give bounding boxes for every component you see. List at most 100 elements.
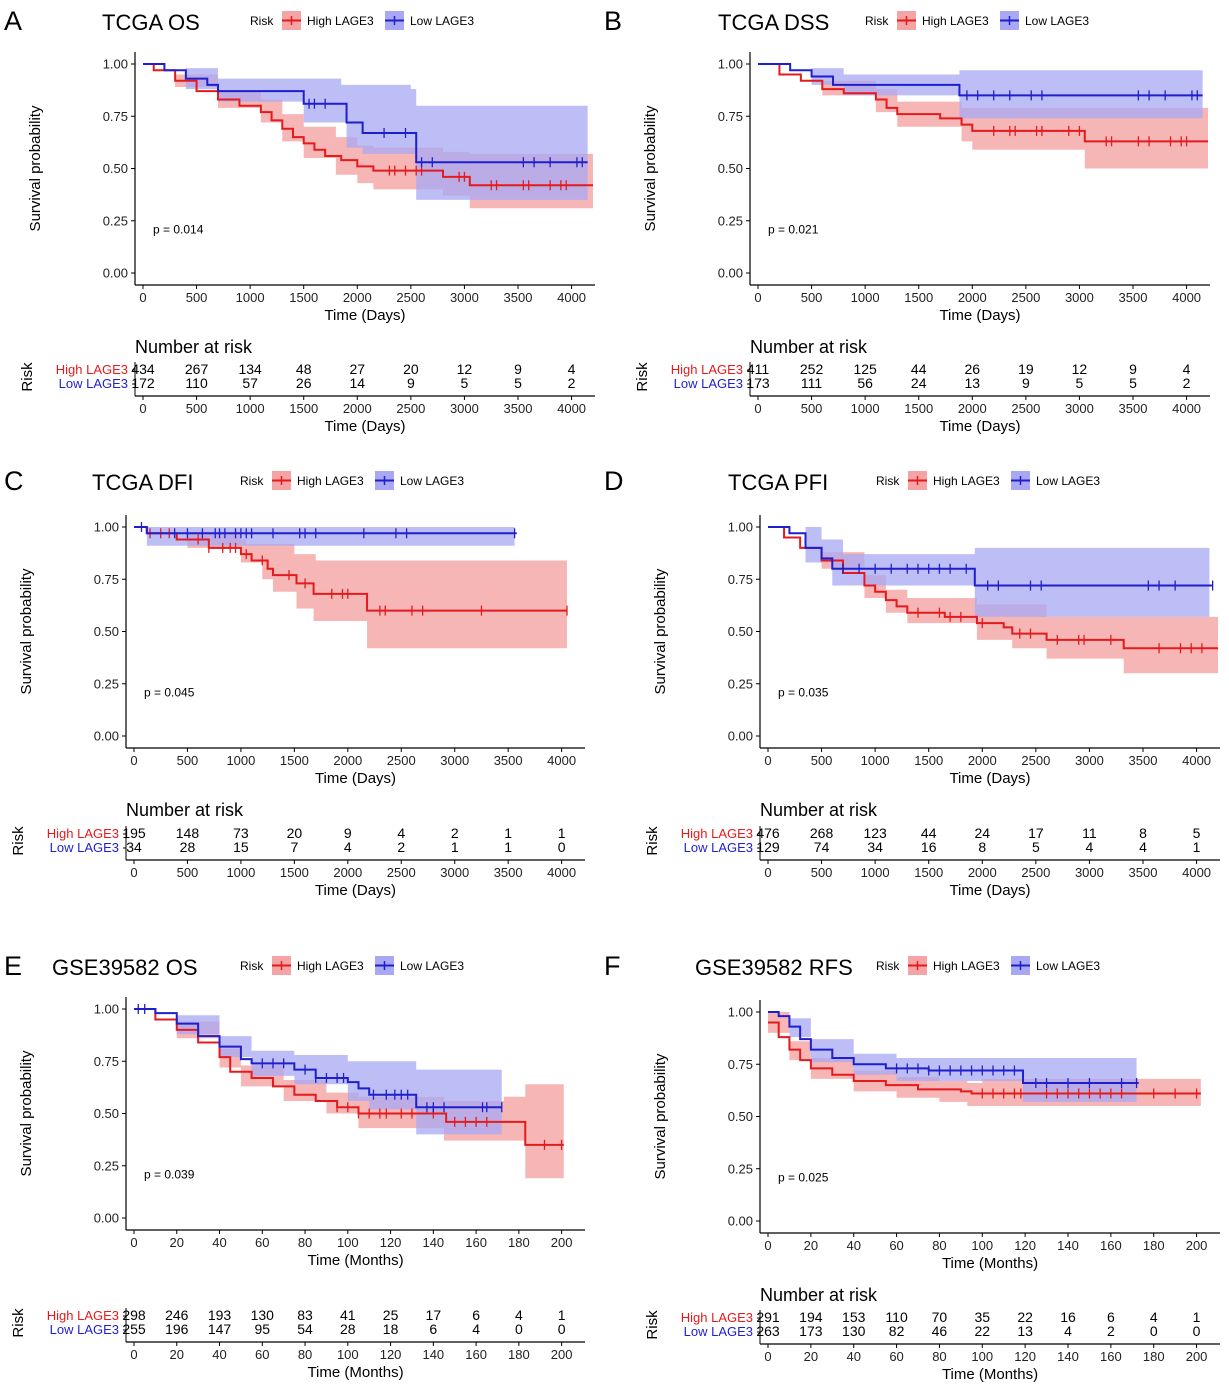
x-tick-label: 500 xyxy=(811,753,833,768)
km-panel-c: C TCGA DFI Risk High LAGE3 Low LAGE30.000.25… xyxy=(4,466,585,899)
legend-title: Risk xyxy=(240,959,264,973)
y-tick-label: 0.75 xyxy=(718,109,743,124)
risk-x-tick-label: 160 xyxy=(465,1347,487,1362)
risk-x-tick-label: 0 xyxy=(764,1349,771,1364)
legend: Risk High LAGE3 Low LAGE3 xyxy=(240,956,464,975)
risk-count-high: 1 xyxy=(1193,1309,1201,1325)
survival-curve-high xyxy=(134,526,567,612)
risk-count-high: 44 xyxy=(911,361,927,377)
x-tick-label: 40 xyxy=(212,1235,226,1250)
risk-x-tick-label: 3000 xyxy=(1065,401,1094,416)
risk-count-low: 9 xyxy=(1022,375,1030,391)
risk-count-high: 73 xyxy=(233,825,249,841)
x-tick-label: 500 xyxy=(801,290,823,305)
risk-x-tick-label: 140 xyxy=(1057,1349,1079,1364)
risk-count-high: 148 xyxy=(176,825,200,841)
risk-count-low: 0 xyxy=(1150,1323,1158,1339)
legend: Risk High LAGE3 Low LAGE3 xyxy=(240,471,464,490)
risk-x-tick-label: 3000 xyxy=(440,865,469,880)
legend-label-high: High LAGE3 xyxy=(933,959,1000,973)
risk-count-high: 153 xyxy=(842,1309,866,1325)
x-tick-label: 500 xyxy=(177,753,199,768)
x-tick-label: 80 xyxy=(298,1235,312,1250)
risk-count-low: 1 xyxy=(1193,839,1201,855)
panel-title: GSE39582 OS xyxy=(52,955,198,980)
y-tick-label: 0.50 xyxy=(94,624,119,639)
y-tick-label: 0.00 xyxy=(103,266,128,281)
x-tick-label: 1500 xyxy=(280,753,309,768)
risk-count-high: 246 xyxy=(165,1307,189,1323)
risk-count-low: 54 xyxy=(297,1321,313,1337)
risk-count-low: 4 xyxy=(1139,839,1147,855)
risk-count-high: 12 xyxy=(457,361,473,377)
risk-x-tick-label: 180 xyxy=(1143,1349,1165,1364)
x-tick-label: 2500 xyxy=(1021,753,1050,768)
y-tick-label: 0.75 xyxy=(728,572,753,587)
x-tick-label: 160 xyxy=(465,1235,487,1250)
x-tick-label: 2500 xyxy=(387,753,416,768)
risk-count-low: 57 xyxy=(242,375,258,391)
risk-count-high: 70 xyxy=(932,1309,948,1325)
risk-count-high: 83 xyxy=(297,1307,313,1323)
risk-row-label-high: High LAGE3 xyxy=(681,826,753,841)
x-tick-label: 1500 xyxy=(289,290,318,305)
panel-title: TCGA PFI xyxy=(728,470,828,495)
risk-row-label-low: Low LAGE3 xyxy=(684,840,753,855)
risk-count-high: 9 xyxy=(1129,361,1137,377)
risk-count-high: 5 xyxy=(1193,825,1201,841)
y-tick-label: 0.00 xyxy=(728,729,753,744)
y-tick-label: 0.75 xyxy=(103,109,128,124)
y-tick-label: 0.25 xyxy=(728,1161,753,1176)
risk-count-high: 125 xyxy=(853,361,877,377)
risk-count-high: 17 xyxy=(426,1307,442,1323)
legend-title: Risk xyxy=(250,14,274,28)
risk-table-title: Number at risk xyxy=(760,1285,878,1305)
ci-band-low xyxy=(143,64,588,200)
km-panel-e: E GSE39582 OS Risk High LAGE3 Low LAGE30.000… xyxy=(4,951,585,1381)
risk-x-tick-label: 1000 xyxy=(236,401,265,416)
panel-title: TCGA DSS xyxy=(718,10,829,35)
survival-curve-low xyxy=(143,63,588,164)
risk-count-high: 4 xyxy=(568,361,576,377)
risk-x-tick-label: 60 xyxy=(255,1347,269,1362)
risk-count-high: 8 xyxy=(1139,825,1147,841)
risk-count-high: 41 xyxy=(340,1307,356,1323)
x-tick-label: 0 xyxy=(764,753,771,768)
risk-x-tick-label: 2500 xyxy=(396,401,425,416)
ci-band-low xyxy=(134,527,515,546)
risk-axis-label: Risk xyxy=(644,826,661,856)
legend: Risk High LAGE3 Low LAGE3 xyxy=(876,471,1100,490)
x-tick-label: 0 xyxy=(139,290,146,305)
risk-x-tick-label: 0 xyxy=(754,401,761,416)
y-tick-label: 0.75 xyxy=(94,572,119,587)
risk-x-tick-label: 2000 xyxy=(333,865,362,880)
risk-x-tick-label: 2000 xyxy=(968,865,997,880)
x-tick-label: 3500 xyxy=(1119,290,1148,305)
risk-x-tick-label: 120 xyxy=(1014,1349,1036,1364)
risk-count-low: 34 xyxy=(126,839,142,855)
risk-count-low: 34 xyxy=(867,839,883,855)
risk-count-high: 434 xyxy=(131,361,155,377)
risk-count-low: 82 xyxy=(889,1323,905,1339)
x-tick-label: 140 xyxy=(1057,1238,1079,1253)
risk-count-low: 4 xyxy=(472,1321,480,1337)
y-tick-label: 0.50 xyxy=(728,1109,753,1124)
risk-axis-label: Risk xyxy=(10,826,27,856)
y-tick-label: 1.00 xyxy=(718,57,743,72)
risk-x-tick-label: 1000 xyxy=(861,865,890,880)
risk-count-low: 13 xyxy=(1017,1323,1033,1339)
legend-title: Risk xyxy=(876,959,900,973)
risk-count-high: 1 xyxy=(558,825,566,841)
legend-label-high: High LAGE3 xyxy=(933,474,1000,488)
y-axis-label: Survival probability xyxy=(642,105,659,231)
risk-row-label-low: Low LAGE3 xyxy=(59,376,128,391)
risk-x-axis-label: Time (Days) xyxy=(324,418,405,435)
risk-x-tick-label: 1000 xyxy=(226,865,255,880)
y-tick-label: 0.50 xyxy=(728,624,753,639)
x-tick-label: 60 xyxy=(255,1235,269,1250)
y-tick-label: 0.75 xyxy=(94,1054,119,1069)
x-tick-label: 3500 xyxy=(1129,753,1158,768)
legend-label-low: Low LAGE3 xyxy=(1036,474,1100,488)
x-tick-label: 4000 xyxy=(1182,753,1211,768)
legend-label-high: High LAGE3 xyxy=(307,14,374,28)
